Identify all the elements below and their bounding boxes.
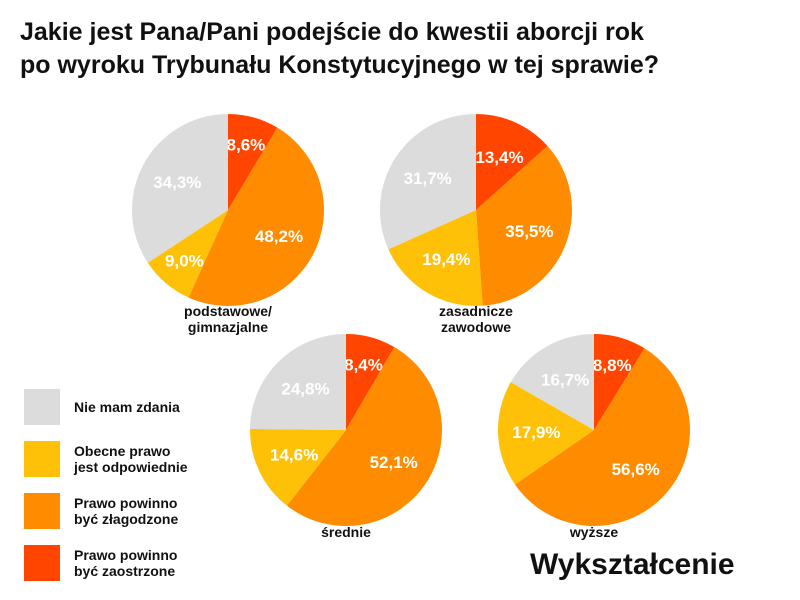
legend-swatch — [24, 545, 60, 581]
legend-label: Obecne prawo jest odpowiednie — [74, 443, 254, 475]
pie-slice-nie-mam-zdania — [131, 114, 228, 263]
pie-chart-srednie: 8,4% 52,1% 14,6% 24,8% — [250, 334, 443, 527]
pie-value-label: 8,8% — [593, 356, 632, 375]
pie-caption-line: średnie — [321, 524, 371, 540]
pie-slice-obecne-prawo-jest-odpowiednie — [250, 428, 346, 506]
legend-label-line: Obecne prawo — [74, 443, 171, 459]
pie-slice-nie-mam-zdania — [250, 334, 346, 430]
pie-slice-obecne-prawo-jest-odpowiednie — [147, 210, 228, 298]
pie-slice-prawo-powinno-byc-zlagodzone — [188, 127, 324, 306]
legend-label-line: Nie mam zdania — [74, 399, 180, 415]
legend-swatch — [24, 389, 60, 425]
pie-slice-prawo-powinno-byc-zaostrzone — [346, 334, 395, 430]
pie-caption-podstawowe: podstawowe/ gimnazjalne — [128, 303, 328, 335]
pie-chart-zasadnicze-zawodowe: 13,4% 35,5% 19,4% 31,7% — [379, 113, 573, 306]
pie-caption-line: gimnazjalne — [187, 319, 269, 335]
legend-label-line: Prawo powinno — [74, 547, 178, 563]
pie-slice-nie-mam-zdania — [379, 114, 476, 250]
legend-swatch — [24, 441, 60, 477]
pie-caption-line: podstawowe/ — [184, 303, 272, 319]
pie-slice-prawo-powinno-byc-zlagodzone — [476, 146, 573, 306]
pie-caption-line: zasadnicze — [439, 303, 513, 319]
pie-value-label: 17,9% — [512, 423, 560, 442]
pie-value-label: 9,0% — [165, 252, 204, 271]
chart-title-line-1: Jakie jest Pana/Pani podejście do kwesti… — [20, 18, 644, 46]
pie-chart-podstawowe-gimnazjalne: 8,6% 48,2% 9,0% 34,3% — [131, 114, 324, 306]
pie-value-label: 56,6% — [612, 460, 660, 479]
pie-value-label: 13,4% — [475, 148, 523, 167]
pie-value-label: 31,7% — [404, 169, 452, 188]
pie-slice-prawo-powinno-byc-zlagodzone — [514, 348, 690, 526]
pie-slice-obecne-prawo-jest-odpowiednie — [497, 382, 594, 485]
pie-caption-srednie: średnie — [246, 524, 446, 540]
legend-label-line: Prawo powinno — [74, 495, 178, 511]
pie-slice-prawo-powinno-byc-zaostrzone — [594, 334, 645, 430]
pie-value-label: 14,6% — [270, 446, 318, 465]
legend-label: Prawo powinno być złagodzone — [74, 495, 254, 527]
legend-label-line: jest odpowiednie — [74, 459, 188, 475]
pie-caption-zasadnicze: zasadnicze zawodowe — [376, 303, 576, 335]
footer-label-wyksztalcenie: Wykształcenie — [530, 548, 735, 581]
pie-slice-nie-mam-zdania — [510, 334, 594, 430]
legend-label-line: być złagodzone — [74, 511, 179, 527]
pie-chart-wyzsze: 8,8% 56,6% 17,9% 16,7% — [497, 334, 690, 526]
pie-slice-prawo-powinno-byc-zaostrzone — [476, 113, 548, 210]
pie-slice-prawo-powinno-byc-zlagodzone — [286, 347, 443, 527]
pie-value-label: 34,3% — [153, 173, 201, 192]
pie-value-label: 16,7% — [541, 371, 589, 390]
legend-label: Nie mam zdania — [74, 399, 254, 415]
chart-title-line-2: po wyroku Trybunału Konstytucyjnego w te… — [20, 51, 659, 79]
pie-value-label: 35,5% — [505, 222, 553, 241]
pie-value-label: 8,6% — [227, 136, 266, 155]
legend-label: Prawo powinno być zaostrzone — [74, 547, 254, 579]
pie-caption-wyzsze: wyższe — [494, 524, 694, 540]
pie-value-label: 19,4% — [422, 250, 470, 269]
legend-swatch — [24, 493, 60, 529]
pie-caption-line: wyższe — [569, 524, 619, 540]
pie-value-label: 8,4% — [344, 356, 383, 375]
pie-slice-prawo-powinno-byc-zaostrzone — [228, 114, 278, 210]
chart-title: Jakie jest Pana/Pani podejście do kwesti… — [20, 16, 790, 82]
pie-caption-line: zawodowe — [440, 319, 511, 335]
pie-slice-obecne-prawo-jest-odpowiednie — [388, 210, 483, 306]
pie-value-label: 52,1% — [370, 453, 418, 472]
legend-label-line: być zaostrzone — [74, 563, 176, 579]
pie-value-label: 24,8% — [281, 380, 329, 399]
pie-value-label: 48,2% — [255, 227, 303, 246]
